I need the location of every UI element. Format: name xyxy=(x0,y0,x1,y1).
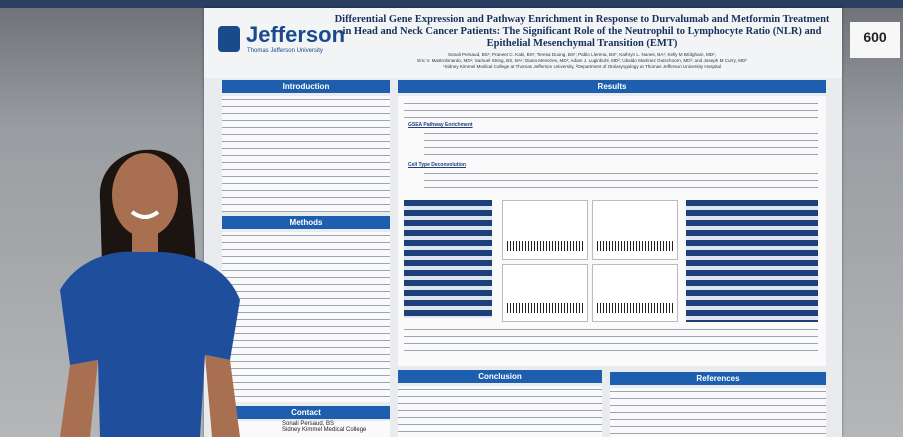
affiliation: ¹Sidney Kimmel Medical College at Thomas… xyxy=(443,64,721,69)
poster-header: Jefferson Thomas Jefferson University Di… xyxy=(204,8,842,78)
section-header: Contact xyxy=(222,406,390,419)
figure-plot xyxy=(502,200,588,260)
section-header: References xyxy=(610,372,826,385)
results-subhead: GSEA Pathway Enrichment xyxy=(408,122,473,128)
heatmap-strip xyxy=(597,241,673,251)
logo-subtitle: Thomas Jefferson University xyxy=(247,48,323,54)
arm xyxy=(60,360,98,437)
figure-table xyxy=(686,200,818,322)
section-header: Introduction xyxy=(222,80,390,93)
heatmap-strip xyxy=(507,241,583,251)
section-header: Conclusion xyxy=(398,370,602,383)
person xyxy=(60,149,240,437)
figure-captions xyxy=(404,326,818,356)
poster: Jefferson Thomas Jefferson University Di… xyxy=(204,8,842,437)
contact-panel: Sonali Persaud, BS Sidney Kimmel Medical… xyxy=(222,421,390,437)
board-frame xyxy=(0,0,903,8)
poster-title: Differential Gene Expression and Pathway… xyxy=(334,14,830,49)
board-number: 600 xyxy=(850,22,900,58)
face xyxy=(112,153,178,237)
smile xyxy=(130,210,160,219)
logo-mark xyxy=(218,26,240,52)
heatmap-strip xyxy=(597,303,673,313)
results-text xyxy=(404,100,818,120)
author-line: Eric V. Mastrolonardo, MD¹; Samuel Strin… xyxy=(417,58,747,63)
figure-plot xyxy=(592,200,678,260)
section-header: Methods xyxy=(222,216,390,229)
results-subhead: Cell Type Deconvolution xyxy=(408,162,466,168)
authors: Sonali Persaud, BS¹; Praneet C. Kaki, BS… xyxy=(332,52,832,70)
arm xyxy=(205,355,240,437)
results-panel: GSEA Pathway Enrichment Cell Type Deconv… xyxy=(398,96,826,366)
logo-name: Jefferson xyxy=(246,22,346,47)
conclusion-text xyxy=(398,386,602,437)
references-text xyxy=(610,388,826,437)
section-header: Results xyxy=(398,80,826,93)
results-text xyxy=(424,170,818,190)
author-line: Sonali Persaud, BS¹; Praneet C. Kaki, BS… xyxy=(447,52,716,57)
figure-table xyxy=(404,200,492,318)
intro-text xyxy=(222,96,390,212)
contact-line: Sidney Kimmel Medical College xyxy=(282,427,367,433)
figure-plot xyxy=(592,264,678,322)
figure-plot xyxy=(502,264,588,322)
heatmap-strip xyxy=(507,303,583,313)
methods-text xyxy=(222,232,390,402)
contact-line: Sonali Persaud, BS xyxy=(282,421,335,427)
results-text xyxy=(424,130,818,160)
blouse xyxy=(60,251,240,437)
